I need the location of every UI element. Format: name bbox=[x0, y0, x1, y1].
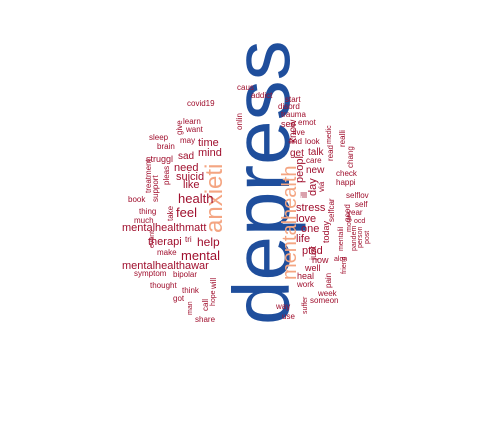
word-struggl: struggl bbox=[146, 154, 174, 164]
word-tri: tri bbox=[185, 235, 192, 244]
word-self: self bbox=[355, 200, 368, 209]
word-share: share bbox=[195, 315, 216, 324]
word-brain: brain bbox=[157, 142, 175, 151]
word-thought: thought bbox=[150, 281, 177, 290]
word-event: event bbox=[149, 230, 156, 248]
word-care: care bbox=[306, 156, 322, 165]
word-someon: someon bbox=[310, 296, 339, 305]
word-mental: mental bbox=[181, 248, 221, 263]
word-way: way bbox=[276, 302, 291, 311]
word-motiv: motiv bbox=[346, 215, 353, 232]
word-selfcar: selfcar bbox=[327, 198, 336, 222]
word-trauma: trauma bbox=[281, 110, 306, 119]
word-find: find bbox=[289, 137, 302, 146]
word-stress: stress bbox=[296, 202, 326, 214]
word-year: year bbox=[347, 208, 363, 217]
word-will: will bbox=[209, 277, 218, 289]
word-get: get bbox=[290, 148, 304, 159]
word-one: one bbox=[301, 223, 320, 235]
word-emot: emot bbox=[298, 118, 316, 127]
word-read: read bbox=[326, 144, 335, 161]
word-may: may bbox=[180, 136, 196, 145]
word-peopl: peopl bbox=[294, 156, 306, 183]
word-learn: learn bbox=[183, 117, 201, 126]
word-covid19: covid19 bbox=[187, 99, 215, 108]
word-got: got bbox=[173, 294, 185, 303]
word-start: start bbox=[285, 95, 301, 104]
word-sleep: sleep bbox=[149, 133, 169, 142]
word-help: help bbox=[197, 235, 220, 249]
word-ptsd: ptsd bbox=[302, 245, 323, 257]
word-realli: realli bbox=[338, 130, 347, 147]
word-week: week bbox=[318, 289, 337, 298]
word-pain: pain bbox=[324, 272, 333, 288]
word-ill: ill bbox=[299, 192, 309, 198]
word-caus: caus bbox=[237, 83, 254, 92]
word-call: call bbox=[201, 298, 210, 311]
word-mentalil: mentalil bbox=[338, 226, 345, 251]
word-medic: medic bbox=[326, 125, 333, 144]
word-post: post bbox=[364, 230, 371, 244]
word-give: give bbox=[175, 120, 184, 135]
word-feel: feel bbox=[176, 205, 197, 220]
word-man: man bbox=[187, 301, 194, 315]
word-therapi: therapi bbox=[148, 236, 182, 248]
word-via: via bbox=[317, 181, 326, 192]
word-want: want bbox=[186, 125, 203, 134]
word-today: today bbox=[321, 220, 331, 243]
word-bipolar: bipolar bbox=[173, 270, 198, 279]
word-happi: happi bbox=[336, 178, 356, 187]
word-make: make bbox=[157, 248, 177, 257]
word-love: love bbox=[296, 213, 317, 225]
word-use: use bbox=[282, 312, 295, 321]
word-work: work bbox=[297, 280, 314, 289]
word-book: book bbox=[128, 195, 146, 204]
word-suicid: suicid bbox=[176, 171, 205, 183]
word-mentalhealthmatt: mentalhealthmatt bbox=[122, 222, 207, 234]
word-pleas: pleas bbox=[162, 165, 171, 185]
word-see: see bbox=[281, 119, 296, 129]
word-now: now bbox=[312, 255, 329, 265]
word-talk: talk bbox=[308, 147, 324, 158]
word-need: need bbox=[174, 162, 199, 174]
word-time: time bbox=[198, 137, 219, 149]
word-like: like bbox=[183, 179, 200, 191]
word-mentalhealthawar: mentalhealthawar bbox=[122, 260, 209, 272]
word-suffer: suffer bbox=[302, 296, 309, 314]
word-new: new bbox=[306, 165, 325, 176]
word-heal: heal bbox=[297, 271, 315, 281]
word-think: think bbox=[182, 286, 199, 295]
word-health: health bbox=[178, 191, 214, 206]
word-support: support bbox=[151, 175, 160, 202]
word-ocd: ocd bbox=[354, 218, 366, 225]
word-addict: addict bbox=[251, 91, 273, 100]
word-live: live bbox=[293, 128, 306, 137]
word-alon: alon bbox=[334, 256, 348, 263]
word-sad: sad bbox=[178, 151, 195, 162]
word-disord: disord bbox=[278, 102, 300, 111]
word-friend: friend bbox=[341, 256, 348, 274]
word-chang: chang bbox=[346, 146, 355, 168]
word-selflov: selflov bbox=[346, 191, 369, 200]
word-check: check bbox=[336, 169, 357, 178]
word-onlin: onlin bbox=[235, 113, 244, 130]
word-look: look bbox=[305, 137, 320, 146]
word-symptom: symptom bbox=[134, 269, 167, 278]
word-life: life bbox=[296, 233, 311, 245]
word-much: much bbox=[134, 216, 154, 225]
word-person: person bbox=[357, 226, 364, 248]
word-thing: thing bbox=[139, 207, 157, 216]
word-well: well bbox=[305, 263, 321, 273]
word-take: take bbox=[166, 205, 175, 221]
word-mind: mind bbox=[198, 147, 222, 159]
word-hope: hope bbox=[210, 290, 217, 306]
